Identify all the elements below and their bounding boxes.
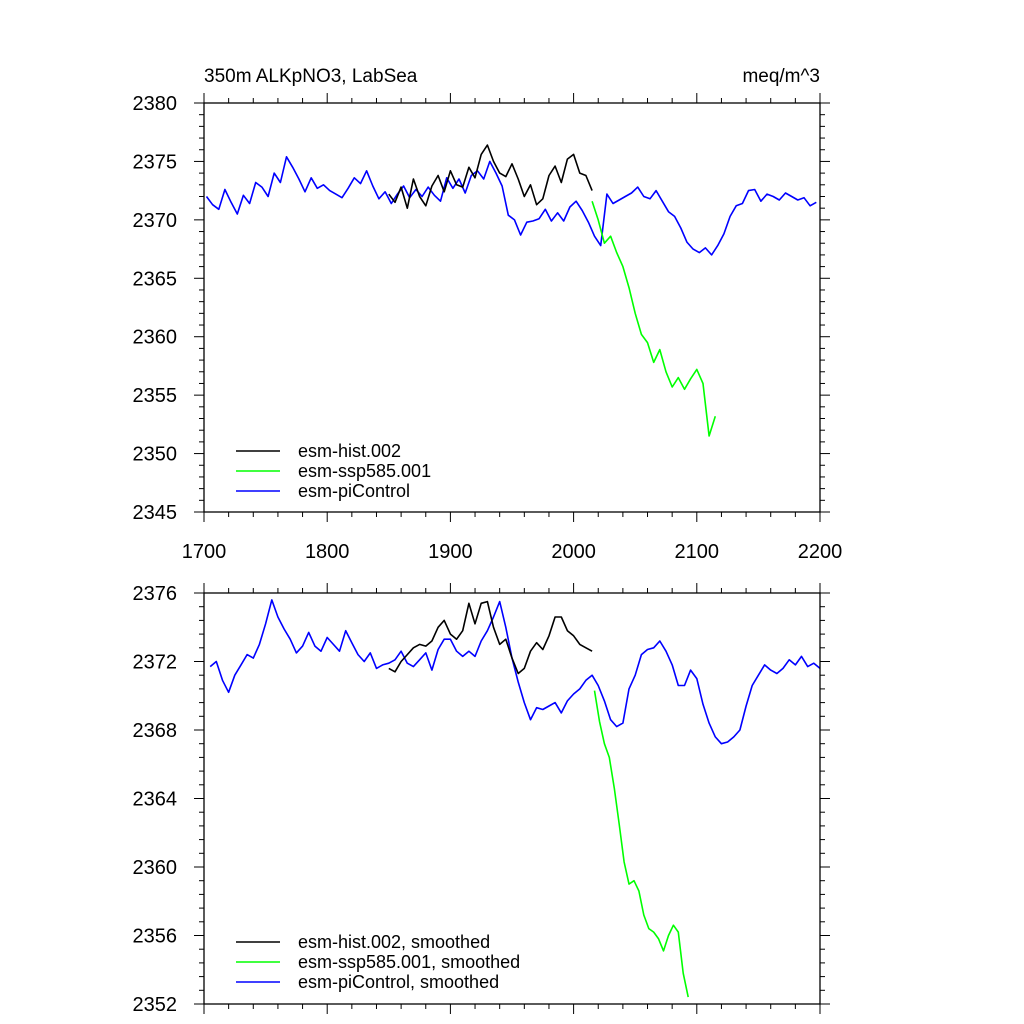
plot-frame (203, 102, 821, 513)
y-tick-label: 2360 (133, 327, 178, 349)
y-tick-label: 2352 (133, 994, 178, 1016)
y-tick-label: 2365 (133, 268, 178, 290)
y-tick-label: 2370 (133, 210, 178, 232)
y-tick-label: 2350 (133, 444, 178, 466)
bottom-panel: 2352 2356 2360 2364 2368 2372 2376 esm-hist.00… (133, 583, 830, 1016)
y-tick-label: 2355 (133, 385, 178, 407)
legend-label: esm-piControl, smoothed (298, 972, 499, 992)
y-tick-label: 2356 (133, 926, 178, 948)
x-tick-label: 2100 (675, 541, 720, 563)
series-line-2 (205, 156, 817, 256)
y-tick-label: 2376 (133, 583, 178, 605)
top-panel: 350m ALKpNO3, LabSea meq/m^3 1700 1800 190… (133, 66, 843, 563)
y-tick-label: 2345 (133, 502, 178, 524)
units-label: meq/m^3 (742, 66, 820, 87)
series-line-0 (388, 600, 593, 675)
series-line-2 (209, 599, 821, 745)
x-tick-label: 1800 (305, 541, 350, 563)
legend-label: esm-hist.002 (298, 441, 401, 461)
series-line-0 (388, 144, 593, 209)
chart-title: 350m ALKpNO3, LabSea (204, 66, 418, 87)
y-tick-label: 2360 (133, 857, 178, 879)
y-tick-label: 2368 (133, 720, 178, 742)
y-tick-label: 2380 (133, 93, 178, 115)
plot-frame (203, 592, 821, 1005)
x-tick-label: 2200 (798, 541, 843, 563)
legend-label: esm-ssp585.001, smoothed (298, 952, 520, 972)
y-tick-label: 2372 (133, 652, 178, 674)
legend-label: esm-ssp585.001 (298, 461, 431, 481)
x-tick-label: 1900 (428, 541, 473, 563)
y-tick-label: 2375 (133, 151, 178, 173)
legend-label: esm-piControl (298, 481, 410, 501)
series-line-1 (591, 200, 717, 437)
series-line-1 (593, 690, 689, 998)
x-tick-label: 1700 (182, 541, 227, 563)
y-tick-label: 2364 (133, 789, 178, 811)
x-tick-label: 2000 (551, 541, 596, 563)
legend-label: esm-hist.002, smoothed (298, 932, 490, 952)
